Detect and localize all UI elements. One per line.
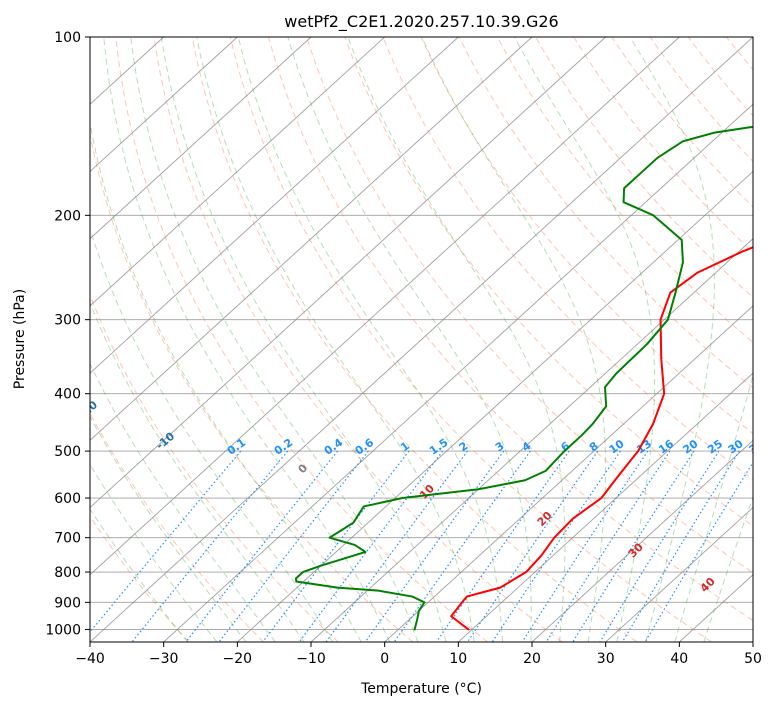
y-tick-label: 700 <box>54 531 81 547</box>
moist-adiabat-line <box>38 37 304 642</box>
moist-adiabat-line <box>0 37 246 642</box>
dry-adiabat-label: -10 <box>154 429 178 452</box>
chart-title: wetPf2_C2E1.2020.257.10.39.G26 <box>284 12 558 32</box>
y-tick-label: 600 <box>54 491 81 507</box>
mixing-ratio-label: 0.6 <box>353 436 377 458</box>
x-tick-label: 30 <box>597 651 615 667</box>
x-tick-label: −10 <box>296 651 326 667</box>
isotherm-line <box>0 37 458 642</box>
isotherm-line <box>16 37 679 642</box>
dry-adiabat-line <box>345 37 775 642</box>
dry-adiabat-line <box>688 37 775 642</box>
mixing-ratio-line <box>82 451 241 642</box>
isotherm-line <box>90 37 753 642</box>
x-tick-label: 40 <box>670 651 688 667</box>
moist-adiabat-label: 0 <box>296 461 311 476</box>
moist-adiabat-line <box>238 37 502 642</box>
moist-adiabat-line <box>104 37 390 642</box>
y-tick-label: 400 <box>54 387 81 403</box>
mixing-ratio-line <box>492 451 620 642</box>
dry-adiabat-line <box>0 37 189 642</box>
moist-adiabat-label: 10 <box>417 482 437 502</box>
mixing-ratio-label: 4 <box>520 439 534 454</box>
mixing-ratio-label: 20 <box>680 437 700 457</box>
moist-adiabat-line <box>675 37 775 642</box>
dry-adiabat-line <box>765 37 775 642</box>
dry-adiabat-line <box>192 37 637 642</box>
y-axis-label: Pressure (hPa) <box>12 289 28 389</box>
moist-adiabat-line <box>422 37 606 642</box>
y-tick-label: 800 <box>54 565 81 581</box>
temperature-line <box>451 37 775 629</box>
moist-adiabat-label: 40 <box>698 575 718 595</box>
mixing-ratio-label: 2 <box>457 439 471 454</box>
mixing-ratio-label: 3 <box>493 439 507 454</box>
moist-adiabat-line <box>704 37 775 642</box>
mixing-ratio-line <box>299 451 443 642</box>
mixing-ratio-line <box>468 451 598 642</box>
x-axis-label: Temperature (°C) <box>360 681 482 697</box>
dry-adiabat-line <box>536 37 775 642</box>
isotherm-line <box>164 37 775 642</box>
mixing-ratio-label: 30 <box>726 437 746 457</box>
isotherm-line <box>753 37 775 642</box>
dry-adiabat-line <box>116 37 488 642</box>
x-tick-label: −30 <box>149 651 179 667</box>
x-tick-label: 50 <box>744 651 762 667</box>
mixing-ratio-label: 36 <box>746 437 766 457</box>
mixing-ratio-line <box>263 451 409 642</box>
x-tick-label: −40 <box>75 651 105 667</box>
mixing-ratio-label: 0.2 <box>272 436 295 458</box>
mixing-ratio-line <box>436 451 569 642</box>
moist-adiabat-line <box>0 37 188 642</box>
mixing-ratio-label: 10 <box>607 437 627 457</box>
mixing-ratio-line <box>132 451 288 642</box>
dry-adiabat-line <box>154 37 562 642</box>
moist-adiabat-line <box>161 37 446 642</box>
x-tick-label: 10 <box>449 651 467 667</box>
x-tick-label: 0 <box>380 651 389 667</box>
dry-adiabat-line <box>1 37 263 642</box>
y-tick-label: 100 <box>54 30 81 46</box>
moist-adiabat-line <box>348 37 565 642</box>
x-tick-label: −20 <box>223 651 253 667</box>
y-tick-label: 300 <box>54 313 81 329</box>
moist-adiabat-line <box>58 37 333 642</box>
mixing-ratio-label: 0.4 <box>322 436 346 458</box>
isotherm-line <box>0 37 606 642</box>
y-tick-label: 500 <box>54 444 81 460</box>
moist-adiabat-label: 20 <box>535 509 555 529</box>
moist-adiabat-line <box>80 37 362 642</box>
dry-adiabat-line <box>421 37 775 642</box>
isotherm-line <box>0 37 311 642</box>
y-tick-label: 900 <box>54 595 81 611</box>
y-tick-label: 1000 <box>45 622 81 638</box>
moist-adiabat-label: 30 <box>626 540 646 560</box>
x-tick-label: 20 <box>523 651 541 667</box>
mixing-ratio-label: 16 <box>656 437 676 457</box>
y-tick-label: 200 <box>54 208 81 224</box>
mixing-ratio-label: 0.1 <box>225 436 248 458</box>
mixing-ratio-label: 25 <box>705 437 725 456</box>
